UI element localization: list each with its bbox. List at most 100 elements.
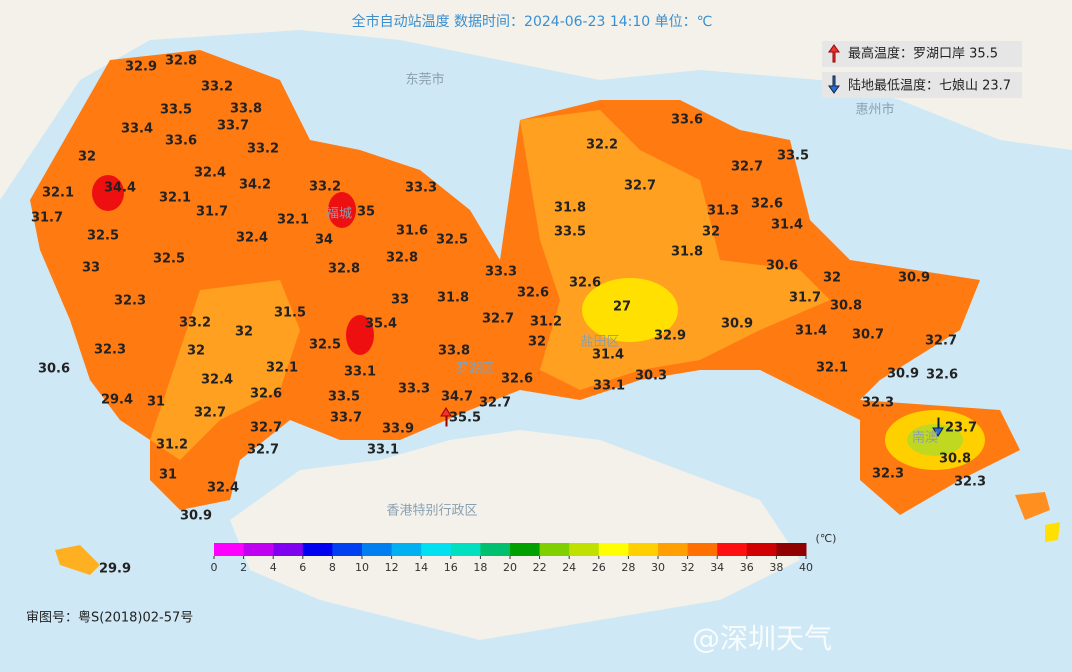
station-temp: 31.3 (707, 204, 739, 219)
station-temp: 32.8 (386, 251, 418, 266)
station-temp: 32.3 (862, 396, 894, 411)
place-name: 南澳 (912, 430, 938, 446)
colorbar-tick-label: 0 (211, 561, 218, 574)
station-temp: 32.7 (624, 179, 656, 194)
colorbar-tick-label: 6 (299, 561, 306, 574)
station-temp: 32 (187, 344, 205, 359)
station-temp: 30.9 (898, 271, 930, 286)
station-temp: 33.6 (165, 134, 197, 149)
station-temp: 33.2 (201, 80, 233, 95)
station-temp: 32 (78, 150, 96, 165)
station-temp: 33.6 (671, 113, 703, 128)
place-name: 惠州市 (855, 102, 894, 118)
place-name: 香港特别行政区 (386, 504, 477, 519)
watermark: @深圳天气 (692, 622, 832, 655)
station-temp: 32.2 (586, 138, 618, 153)
station-temp: 33 (82, 261, 100, 276)
station-temp: 32.9 (125, 60, 157, 75)
station-temp: 32.7 (247, 443, 279, 458)
station-temp: 32.1 (42, 186, 74, 201)
station-temp: 33.1 (344, 365, 376, 380)
island (55, 545, 100, 575)
colorbar-tick-label: 26 (592, 561, 606, 574)
station-temp: 33.7 (217, 119, 249, 134)
station-temp: 32.3 (94, 343, 126, 358)
station-temp: 34 (315, 233, 333, 248)
station-temp: 30.6 (766, 259, 798, 274)
colorbar-segment (658, 543, 689, 556)
colorbar-tick-label: 4 (270, 561, 277, 574)
colorbar-tick-label: 28 (621, 561, 635, 574)
min-label: 陆地最低温度：七娘山 23.7 (848, 78, 1011, 94)
station-temp: 33.5 (328, 390, 360, 405)
station-temp: 33 (391, 293, 409, 308)
colorbar-tick-label: 16 (444, 561, 458, 574)
colorbar-segment (332, 543, 363, 556)
station-temp: 33.4 (121, 122, 153, 137)
footer: 审图号：粤S(2018)02-57号 (26, 610, 193, 626)
station-temp: 31.4 (771, 218, 803, 233)
hot-spot (328, 192, 356, 228)
station-temp: 33.1 (367, 443, 399, 458)
station-temp: 34.4 (104, 181, 136, 196)
station-temp: 32.7 (731, 160, 763, 175)
station-temp: 32.9 (654, 329, 686, 344)
place-name: 盐田区 (580, 335, 619, 350)
station-temp: 31.7 (31, 211, 63, 226)
station-temp: 31.5 (274, 306, 306, 321)
hong-kong (230, 430, 800, 640)
station-temp: 23.7 (945, 421, 977, 436)
station-temp: 33.5 (777, 149, 809, 164)
station-temp: 32.3 (954, 475, 986, 490)
station-temp: 34.2 (239, 178, 271, 193)
station-temp: 33.7 (330, 411, 362, 426)
station-temp: 33.2 (179, 316, 211, 331)
colorbar-segment (746, 543, 777, 556)
colorbar-segment (391, 543, 422, 556)
station-temp: 27 (613, 300, 631, 315)
colorbar-tick-label: 12 (385, 561, 399, 574)
max-icon (828, 44, 840, 63)
station-temp: 32 (823, 271, 841, 286)
colorbar-segment (243, 543, 274, 556)
station-temp: 32 (235, 325, 253, 340)
station-temp: 33.3 (485, 265, 517, 280)
min-box (822, 72, 1022, 98)
colorbar-tick-label: 34 (710, 561, 724, 574)
station-temp: 32.1 (277, 213, 309, 228)
station-temp: 32.8 (165, 54, 197, 69)
colorbar-tick-label: 40 (799, 561, 813, 574)
colorbar-segment (569, 543, 600, 556)
colorbar-tick-label: 20 (503, 561, 517, 574)
station-temp: 33.1 (593, 379, 625, 394)
place-name: 东莞市 (405, 72, 444, 88)
station-temp: 32.1 (159, 191, 191, 206)
station-temp: 32.6 (250, 387, 282, 402)
station-temp: 32.5 (309, 338, 341, 353)
station-temp: 30.3 (635, 369, 667, 384)
station-temp: 32 (528, 335, 546, 350)
colorbar-segment (776, 543, 807, 556)
station-temp: 32.5 (153, 252, 185, 267)
station-temp: 31.8 (671, 245, 703, 260)
station-temp: 32.4 (236, 231, 268, 246)
max-label: 最高温度：罗湖口岸 35.5 (848, 46, 998, 62)
colorbar-tick-label: 2 (240, 561, 247, 574)
station-temp: 32.7 (250, 421, 282, 436)
station-temp: 32.4 (194, 166, 226, 181)
colorbar-segment (362, 543, 393, 556)
station-temp: 30.8 (939, 452, 971, 467)
island (1015, 492, 1050, 520)
colorbar-tick-label: 14 (414, 561, 428, 574)
station-temp: 32.6 (926, 368, 958, 383)
station-temp: 32.7 (925, 334, 957, 349)
station-temp: 33.9 (382, 422, 414, 437)
colorbar-segment (717, 543, 748, 556)
colorbar-segment (302, 543, 333, 556)
colorbar-tick-label: 8 (329, 561, 336, 574)
station-temp: 32.6 (501, 372, 533, 387)
station-temp: 30.8 (830, 299, 862, 314)
island (1045, 522, 1060, 542)
colorbar-segment (421, 543, 452, 556)
